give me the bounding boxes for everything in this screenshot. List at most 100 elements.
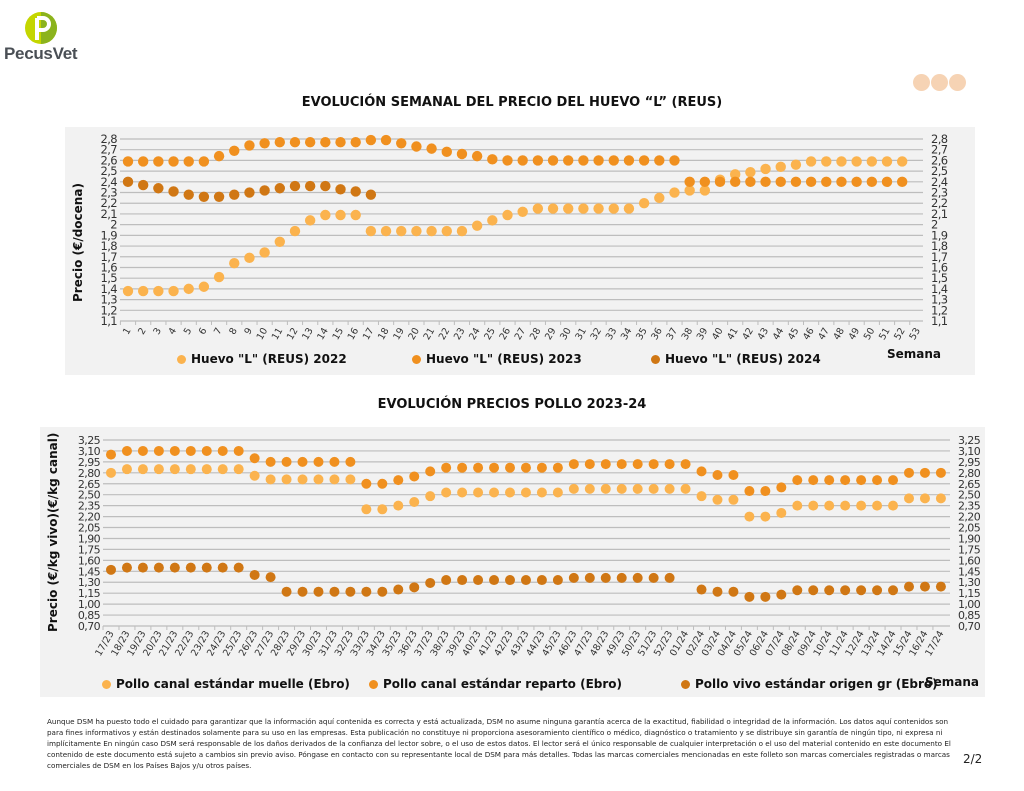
- data-point-series-2: [259, 138, 270, 149]
- x-tick-label: 47: [816, 326, 832, 342]
- data-point-series-2: [265, 456, 276, 467]
- y-tick-label-right: 1,6: [931, 260, 948, 274]
- data-point-series-2: [304, 137, 316, 148]
- data-point-series-1: [396, 225, 407, 237]
- data-point-series-3: [457, 575, 468, 586]
- data-point-series-1: [213, 271, 225, 283]
- data-point-series-2: [584, 459, 595, 470]
- data-point-series-1: [760, 511, 771, 522]
- y-tick-label-left: 1,5: [101, 271, 118, 285]
- data-point-series-3: [441, 575, 452, 586]
- y-tick-label-left: 2,50: [78, 489, 101, 502]
- data-point-series-2: [669, 155, 680, 166]
- data-point-series-3: [213, 191, 225, 203]
- y-tick-label-right: 2: [931, 218, 938, 232]
- data-point-series-1: [201, 464, 212, 475]
- data-point-series-1: [600, 483, 611, 494]
- data-point-series-3: [712, 586, 723, 597]
- y-tick-label-left: 1,4: [101, 282, 118, 296]
- data-point-series-3: [377, 586, 388, 597]
- data-point-series-1: [638, 198, 650, 209]
- data-point-series-1: [669, 187, 680, 198]
- data-point-series-3: [365, 189, 377, 200]
- legend-item-2024: Huevo "L" (REUS) 2024: [651, 352, 821, 366]
- x-tick-label: 38: [680, 326, 696, 342]
- y-tick-label-left: 1,75: [78, 543, 101, 556]
- data-point-series-2: [840, 475, 851, 486]
- y-tick-label-left: 2,6: [101, 153, 118, 167]
- y-tick-label-right: 1,75: [958, 543, 981, 556]
- data-point-series-3: [320, 180, 331, 192]
- x-tick-label: 52: [892, 326, 908, 342]
- data-point-series-3: [153, 183, 164, 194]
- data-point-series-1: [632, 483, 643, 494]
- data-point-series-2: [730, 176, 741, 188]
- data-point-series-2: [217, 445, 228, 456]
- data-point-series-1: [320, 209, 331, 221]
- data-point-series-1: [760, 163, 771, 175]
- data-point-series-3: [919, 581, 930, 592]
- data-point-series-3: [473, 575, 484, 586]
- data-point-series-3: [249, 569, 260, 580]
- data-point-series-3: [169, 562, 180, 573]
- y-tick-label-right: 1,7: [931, 250, 948, 264]
- data-point-series-1: [836, 156, 847, 167]
- data-point-series-1: [648, 483, 659, 494]
- data-point-series-2: [904, 467, 914, 478]
- data-point-series-2: [699, 176, 711, 188]
- data-point-series-1: [805, 156, 817, 167]
- y-tick-label-left: 1,2: [101, 303, 118, 317]
- data-point-series-2: [714, 176, 726, 188]
- y-tick-label-left: 0,85: [78, 609, 101, 622]
- y-tick-label-left: 2,65: [78, 478, 101, 491]
- data-point-series-1: [664, 483, 675, 494]
- y-tick-label-left: 2,2: [101, 196, 118, 210]
- data-point-series-2: [775, 176, 786, 188]
- data-point-series-3: [935, 581, 946, 592]
- data-point-series-3: [760, 591, 771, 602]
- data-point-series-2: [664, 459, 675, 470]
- x-tick-label: 30: [558, 326, 574, 342]
- data-point-series-2: [244, 140, 255, 151]
- data-point-series-1: [547, 203, 559, 214]
- data-point-series-3: [696, 584, 707, 595]
- data-point-series-3: [217, 562, 228, 573]
- data-point-series-1: [568, 483, 579, 494]
- x-tick-label: 11: [270, 326, 286, 342]
- data-point-series-1: [935, 493, 946, 504]
- data-point-series-3: [121, 562, 132, 573]
- data-point-series-1: [696, 491, 707, 502]
- data-point-series-2: [632, 459, 643, 470]
- data-point-series-1: [578, 203, 589, 214]
- data-point-series-1: [699, 185, 711, 196]
- data-point-series-3: [824, 585, 835, 596]
- y-tick-label-right: 2,7: [931, 143, 948, 157]
- y-tick-label-right: 0,85: [958, 609, 981, 622]
- data-point-series-1: [487, 215, 498, 226]
- data-point-series-1: [265, 474, 276, 485]
- data-point-series-2: [122, 156, 134, 167]
- y-tick-label-left: 2,05: [78, 522, 101, 535]
- y-tick-label-right: 1,3: [931, 293, 948, 307]
- y-tick-label-left: 2,95: [78, 456, 101, 469]
- data-point-series-2: [169, 445, 180, 456]
- data-point-series-1: [137, 464, 148, 475]
- x-tick-label: 24: [467, 326, 483, 342]
- legend-item-reparto: Pollo canal estándar reparto (Ebro): [369, 677, 622, 691]
- y-tick-label-right: 1,60: [958, 554, 981, 567]
- data-point-series-3: [137, 179, 149, 191]
- data-point-series-3: [840, 585, 851, 596]
- y-tick-label-left: 2,5: [101, 164, 118, 178]
- data-point-series-2: [335, 137, 346, 148]
- data-point-series-2: [320, 137, 331, 148]
- data-point-series-1: [361, 504, 372, 515]
- data-point-series-3: [198, 191, 210, 203]
- data-point-series-1: [775, 161, 786, 173]
- data-point-series-3: [244, 187, 255, 198]
- data-point-series-2: [919, 467, 930, 478]
- data-point-series-3: [350, 186, 361, 197]
- data-point-series-1: [776, 507, 787, 518]
- data-point-series-1: [350, 209, 361, 221]
- x-tick-label: 51: [877, 326, 893, 342]
- x-tick-label: 33: [604, 326, 620, 342]
